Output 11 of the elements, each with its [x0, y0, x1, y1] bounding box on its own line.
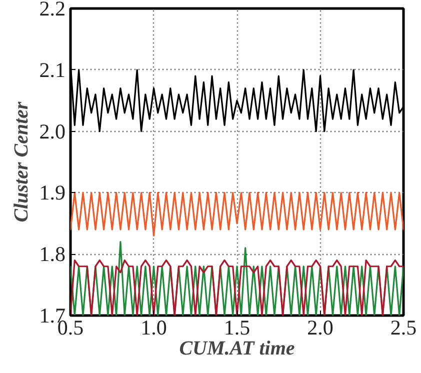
- y-tick-label: 2.0: [39, 119, 66, 144]
- x-tick-label: 2.0: [307, 316, 334, 340]
- y-tick-label: 2.1: [39, 58, 66, 82]
- y-tick-label: 1.9: [39, 180, 66, 205]
- y-axis-title: Cluster Center: [10, 101, 32, 222]
- y-tick-label: 1.8: [39, 242, 66, 266]
- x-tick-label: 1.0: [140, 316, 167, 340]
- y-tick-label: 2.2: [39, 0, 66, 20]
- x-axis-title: CUM.AT time: [179, 338, 295, 360]
- x-tick-label: 2.5: [390, 316, 417, 340]
- x-tick-label: 1.5: [224, 316, 250, 340]
